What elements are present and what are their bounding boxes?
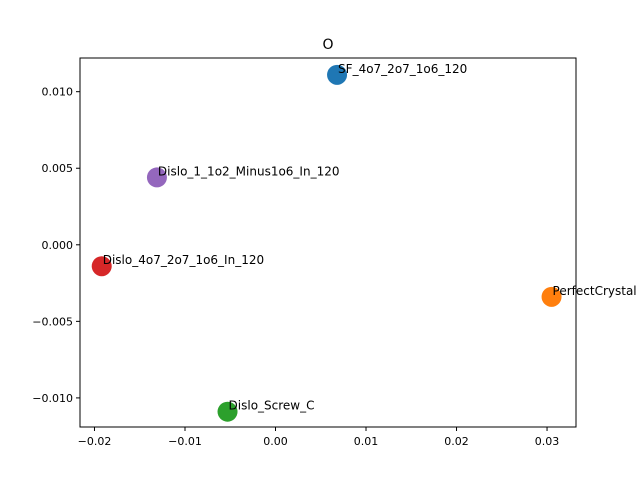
x-tick-label: 0.02	[444, 435, 469, 448]
point-label: Dislo_4o7_2o7_1o6_In_120	[103, 253, 264, 267]
chart-title: O	[322, 37, 333, 53]
data-point	[91, 256, 112, 277]
point-label: PerfectCrystal	[553, 284, 637, 298]
x-tick-label: 0.01	[354, 435, 379, 448]
plot-area: −0.02 −0.01 0.00 0.01 0.02 0.03 0.010 0.005 0.00…	[32, 62, 636, 448]
point-label: Dislo_Screw_C	[229, 399, 315, 413]
x-tick-label: −0.02	[78, 435, 112, 448]
data-point	[217, 401, 238, 422]
y-tick-label: −0.005	[32, 315, 73, 328]
point-label: SF_4o7_2o7_1o6_120	[338, 62, 467, 76]
axes-frame	[79, 57, 577, 428]
data-point	[146, 167, 167, 188]
data-point	[541, 286, 562, 307]
x-tick-label: 0.03	[535, 435, 560, 448]
x-tick-label: −0.01	[168, 435, 202, 448]
x-tick-label: 0.00	[263, 435, 288, 448]
y-tick-label: −0.010	[32, 392, 73, 405]
y-tick-label: 0.005	[42, 162, 74, 175]
point-label: Dislo_1_1o2_Minus1o6_In_120	[158, 164, 340, 178]
data-point	[327, 64, 348, 85]
y-tick-label: 0.000	[42, 239, 74, 252]
y-tick-label: 0.010	[42, 86, 74, 99]
